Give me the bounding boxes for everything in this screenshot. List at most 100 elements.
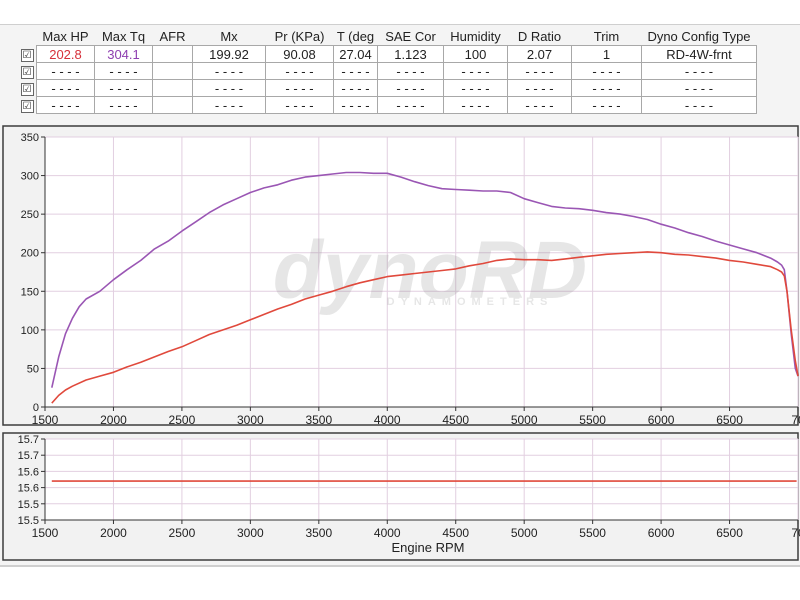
x-tick-label: 5000 — [511, 413, 538, 427]
watermark-tagline: DYNAMOMETERS — [387, 296, 554, 308]
table-row: ☑ - - - - - - - - - - - - - - - - - - - … — [18, 62, 757, 80]
x-tick-label: 2500 — [169, 413, 196, 427]
y-tick-label: 150 — [21, 286, 39, 298]
x-tick-label: 6500 — [716, 413, 743, 427]
x-tick-label: 1500 — [32, 526, 59, 540]
cell-pressure: - - - - — [265, 62, 334, 80]
table-row: ☑ 202.8 304.1 199.92 90.08 27.04 1.123 1… — [18, 45, 757, 63]
y-tick-label: 250 — [21, 209, 39, 221]
watermark-logo: dynoRD DYNAMOMETERS — [273, 225, 587, 316]
column-header-pressure[interactable]: Pr (KPa) — [274, 29, 325, 44]
x-tick-label: 3500 — [305, 413, 332, 427]
x-tick-label: 4500 — [442, 526, 469, 540]
x-tick-label: 5500 — [579, 526, 606, 540]
y-tick-label: 15.6 — [18, 466, 39, 478]
cell-afr — [152, 45, 193, 63]
y-tick-label: 0 — [33, 402, 39, 414]
cell-max-tq: - - - - — [94, 96, 153, 114]
cell-d-ratio: - - - - — [507, 96, 572, 114]
plot-area — [45, 439, 798, 520]
x-tick-label: 1500 — [32, 413, 59, 427]
column-header-mx[interactable]: Mx — [220, 29, 238, 44]
x-tick-label: 70 — [791, 413, 800, 427]
grid-lines — [45, 136, 799, 407]
table-row: ☑ - - - - - - - - - - - - - - - - - - - … — [18, 96, 757, 114]
table-header-row: Max HP Max Tq AFR Mx Pr (KPa) T (deg SAE… — [18, 28, 757, 46]
y-tick-label: 15.7 — [18, 434, 39, 446]
cell-d-ratio: - - - - — [507, 62, 572, 80]
cell-temperature: - - - - — [333, 96, 378, 114]
x-tick-label: 4000 — [374, 413, 401, 427]
cell-afr — [152, 96, 193, 114]
y-tick-label: 15.6 — [18, 483, 39, 495]
x-tick-label: 5000 — [511, 526, 538, 540]
checkbox-checked-icon[interactable]: ☑ — [20, 82, 34, 96]
row-checkbox[interactable]: ☑ — [18, 63, 37, 80]
x-tick-label: 4500 — [442, 413, 469, 427]
column-header-humidity[interactable]: Humidity — [450, 29, 501, 44]
checkbox-checked-icon[interactable]: ☑ — [20, 48, 34, 62]
row-checkbox[interactable]: ☑ — [18, 46, 37, 63]
x-tick-label: 3000 — [237, 413, 264, 427]
series-layer — [51, 171, 799, 404]
afr-chart: 1500 2000 2500 3000 3500 4000 4500 5000 5500 6000… — [2, 432, 800, 561]
y-tick-label: 300 — [21, 171, 39, 183]
power-torque-chart: dynoRD DYNAMOMETERS 1500 2000 2500 3000 3500… — [2, 125, 800, 427]
x-tick-label: 5500 — [579, 413, 606, 427]
cell-afr — [152, 62, 193, 80]
cell-pressure: - - - - — [265, 79, 334, 97]
axis-ticks: 1500 2000 2500 3000 3500 4000 4500 5000 5500 6000… — [18, 434, 800, 540]
y-tick-label: 15.5 — [18, 499, 39, 511]
x-tick-label: 4000 — [374, 526, 401, 540]
y-tick-label: 50 — [27, 363, 39, 375]
checkbox-checked-icon[interactable]: ☑ — [20, 65, 34, 79]
cell-humidity: - - - - — [443, 79, 508, 97]
x-axis-label: Engine RPM — [392, 540, 465, 555]
x-tick-label: 3000 — [237, 526, 264, 540]
cell-dyno-config: - - - - — [641, 62, 757, 80]
column-header-temperature[interactable]: T (deg — [336, 29, 375, 44]
row-checkbox[interactable]: ☑ — [18, 80, 37, 97]
run-summary-table: Max HP Max Tq AFR Mx Pr (KPa) T (deg SAE… — [18, 28, 757, 114]
column-header-sae-cor[interactable]: SAE Cor — [385, 29, 436, 44]
cell-temperature: 27.04 — [333, 45, 378, 63]
x-tick-label: 6000 — [648, 413, 675, 427]
cell-trim: - - - - — [571, 96, 642, 114]
cell-d-ratio: - - - - — [507, 79, 572, 97]
cell-dyno-config: - - - - — [641, 96, 757, 114]
checkbox-checked-icon[interactable]: ☑ — [20, 99, 34, 113]
column-header-max-tq[interactable]: Max Tq — [101, 29, 146, 44]
x-tick-label: 6000 — [648, 526, 675, 540]
x-tick-label: 3500 — [305, 526, 332, 540]
row-checkbox[interactable]: ☑ — [18, 97, 37, 114]
watermark-logo-text: dynoRD — [273, 225, 587, 316]
y-tick-label: 15.7 — [18, 450, 39, 462]
cell-sae-cor: - - - - — [377, 96, 444, 114]
y-tick-label: 100 — [21, 325, 39, 337]
column-header-afr[interactable]: AFR — [159, 29, 186, 44]
cell-pressure: 90.08 — [265, 45, 334, 63]
x-tick-label: 70 — [791, 526, 800, 540]
cell-max-tq: 304.1 — [94, 45, 153, 63]
column-header-max-hp[interactable]: Max HP — [42, 29, 89, 44]
column-header-dyno-config[interactable]: Dyno Config Type — [647, 29, 751, 44]
column-header-d-ratio[interactable]: D Ratio — [517, 29, 562, 44]
x-tick-label: 2000 — [100, 526, 127, 540]
cell-temperature: - - - - — [333, 79, 378, 97]
cell-humidity: - - - - — [443, 96, 508, 114]
cell-max-hp: 202.8 — [36, 45, 95, 63]
x-tick-label: 2000 — [100, 413, 127, 427]
cell-max-hp: - - - - — [36, 96, 95, 114]
cell-pressure: - - - - — [265, 96, 334, 114]
axis-ticks: 1500 2000 2500 3000 3500 4000 4500 5000 5500 6000… — [21, 132, 800, 427]
y-tick-label: 350 — [21, 132, 39, 144]
x-tick-label: 2500 — [169, 526, 196, 540]
column-header-trim[interactable]: Trim — [593, 29, 620, 44]
series-line-2 — [51, 251, 799, 404]
y-tick-label: 200 — [21, 248, 39, 260]
series-line-1 — [51, 171, 799, 388]
cell-temperature: - - - - — [333, 62, 378, 80]
grid-lines — [45, 438, 799, 520]
y-tick-label: 15.5 — [18, 515, 39, 527]
